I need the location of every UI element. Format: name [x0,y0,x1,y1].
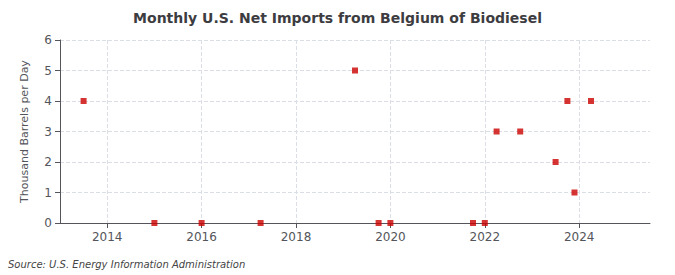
svg-text:2: 2 [44,155,52,169]
svg-text:3: 3 [44,125,52,139]
svg-text:2018: 2018 [281,230,312,244]
svg-text:Thousand Barrels per Day: Thousand Barrels per Day [18,60,31,204]
svg-text:1: 1 [44,186,52,200]
svg-text:2022: 2022 [470,230,501,244]
svg-text:2024: 2024 [564,230,595,244]
svg-text:Source: U.S. Energy Informatio: Source: U.S. Energy Information Administ… [8,259,245,270]
svg-text:0: 0 [44,216,52,230]
svg-text:4: 4 [44,94,52,108]
svg-text:6: 6 [44,33,52,47]
svg-text:5: 5 [44,64,52,78]
svg-text:2020: 2020 [375,230,406,244]
svg-text:2014: 2014 [92,230,123,244]
svg-text:2016: 2016 [186,230,217,244]
svg-text:Monthly U.S. Net Imports from: Monthly U.S. Net Imports from Belgium of… [133,10,542,26]
